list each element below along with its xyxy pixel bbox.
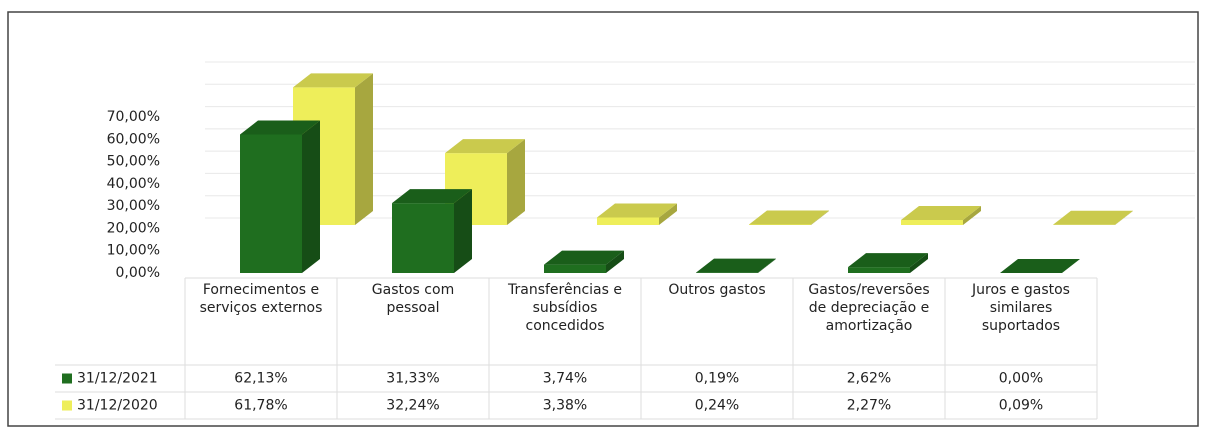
- table-value: 32,24%: [386, 398, 439, 414]
- legend-swatch: [62, 400, 72, 411]
- category-label: Gastos com pessoal: [371, 282, 455, 316]
- bar-top: [1053, 210, 1133, 225]
- table-value: 0,00%: [999, 371, 1043, 387]
- y-tick-label: 30,00%: [107, 198, 160, 214]
- category-label: Outros gastos: [668, 282, 766, 298]
- bar-top: [240, 120, 320, 135]
- table-value: 0,09%: [999, 398, 1043, 414]
- bar-side: [302, 120, 320, 274]
- bar-top: [696, 258, 776, 273]
- bar-front: [848, 267, 910, 273]
- bar-side: [758, 258, 776, 273]
- bar: [544, 250, 624, 273]
- bar-top: [597, 203, 677, 218]
- bar: [240, 120, 320, 274]
- table-value: 3,38%: [543, 398, 587, 414]
- table-value: 62,13%: [234, 371, 287, 387]
- bar-side: [1115, 210, 1133, 225]
- y-tick-label: 70,00%: [107, 109, 160, 125]
- bar-top: [293, 73, 373, 88]
- bar-front: [597, 217, 659, 225]
- bar: [1053, 210, 1133, 225]
- bar-top: [1000, 259, 1080, 273]
- chart-border: [7, 11, 1199, 427]
- bar-top: [544, 250, 624, 265]
- bar-side: [355, 73, 373, 226]
- table-value: 3,74%: [543, 371, 587, 387]
- bar: [597, 203, 677, 225]
- y-tick-label: 0,00%: [116, 265, 160, 281]
- bar-top: [445, 139, 525, 154]
- bar-top: [901, 205, 981, 220]
- bar-side: [811, 210, 829, 225]
- bar-front: [392, 203, 454, 273]
- table-value: 31,33%: [386, 371, 439, 387]
- bar-top: [848, 253, 928, 268]
- y-tick-label: 40,00%: [107, 176, 160, 192]
- legend-swatch: [62, 373, 72, 384]
- legend-label: 31/12/2021: [77, 371, 158, 387]
- bar: [901, 205, 981, 225]
- bar: [392, 189, 472, 273]
- table-value: 0,24%: [695, 398, 739, 414]
- category-label: Fornecimentos e serviços externos: [199, 282, 323, 316]
- bar: [696, 258, 776, 273]
- bar-side: [507, 139, 525, 225]
- category-label: Juros e gastos similares suportados: [972, 282, 1070, 334]
- bar-front: [544, 264, 606, 273]
- bar-side: [963, 205, 981, 225]
- table-value: 61,78%: [234, 398, 287, 414]
- bar-top: [749, 210, 829, 225]
- bar-side: [659, 203, 677, 225]
- bar-top: [392, 189, 472, 204]
- bar: [1000, 259, 1080, 273]
- category-label: Gastos/reversões de depreciação e amorti…: [808, 282, 930, 334]
- category-label: Transferências e subsídios concedidos: [508, 282, 622, 334]
- table-value: 2,62%: [847, 371, 891, 387]
- bar-front: [240, 134, 302, 273]
- bar-side: [454, 189, 472, 273]
- y-tick-label: 20,00%: [107, 220, 160, 236]
- bar-front: [749, 224, 811, 225]
- y-tick-label: 60,00%: [107, 131, 160, 147]
- table-value: 2,27%: [847, 398, 891, 414]
- bar: [848, 253, 928, 273]
- bar-side: [910, 253, 928, 273]
- bar-side: [606, 250, 624, 273]
- bar-front: [901, 219, 963, 225]
- legend-label: 31/12/2020: [77, 398, 158, 414]
- bar: [749, 210, 829, 225]
- y-tick-label: 10,00%: [107, 243, 160, 259]
- y-tick-label: 50,00%: [107, 154, 160, 170]
- table-value: 0,19%: [695, 371, 739, 387]
